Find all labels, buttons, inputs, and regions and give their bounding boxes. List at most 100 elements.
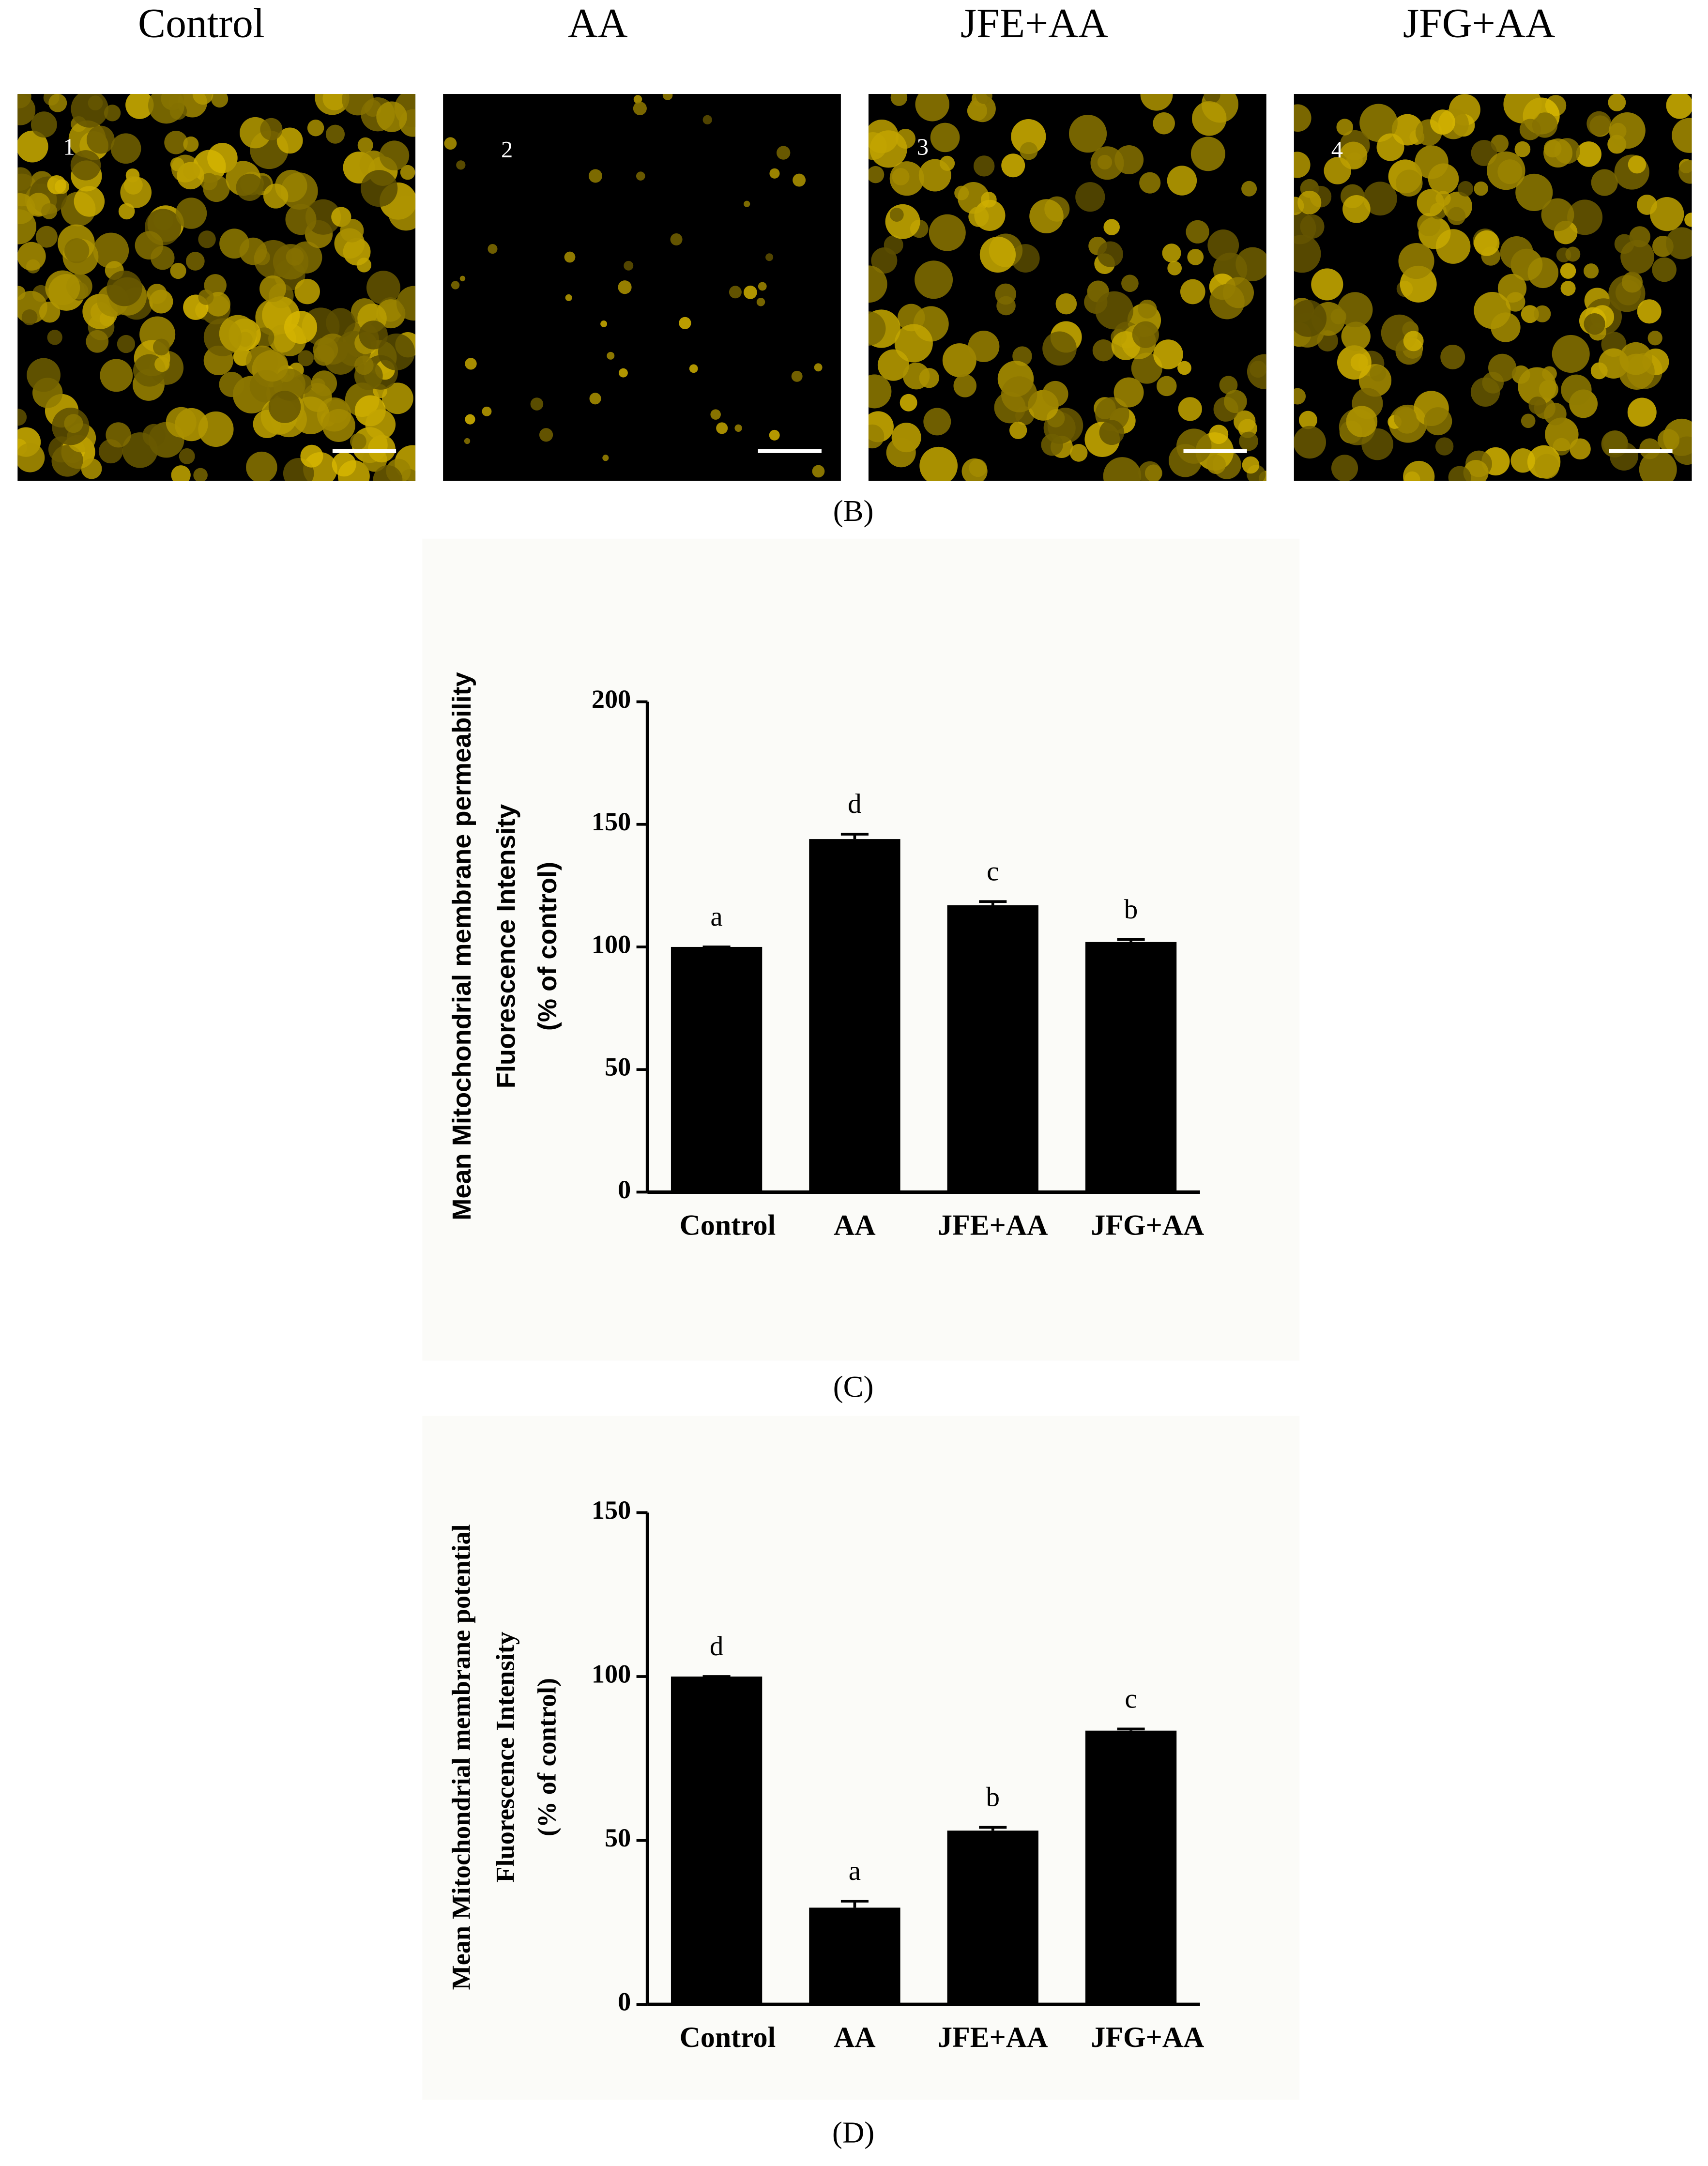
cell xyxy=(170,157,184,171)
cell xyxy=(539,428,553,442)
cell xyxy=(868,166,884,183)
cell xyxy=(1591,169,1618,196)
cell xyxy=(1336,119,1353,136)
cell xyxy=(482,406,492,416)
cell xyxy=(465,358,477,370)
cell xyxy=(898,304,925,332)
error-bar xyxy=(1117,1727,1145,1731)
cell xyxy=(1458,181,1474,197)
cell xyxy=(164,131,188,154)
y-tick-label: 150 xyxy=(592,807,631,836)
cell xyxy=(923,408,951,436)
cell xyxy=(1176,428,1212,464)
cell xyxy=(734,424,742,432)
bar xyxy=(1085,942,1177,1192)
cell xyxy=(256,350,289,382)
cell xyxy=(1560,263,1576,279)
cell xyxy=(619,368,628,378)
cell xyxy=(1534,454,1559,479)
cell xyxy=(315,94,350,115)
cells xyxy=(1294,94,1692,481)
cell xyxy=(1474,230,1500,256)
error-bar xyxy=(979,900,1007,905)
cell xyxy=(633,95,642,104)
cell xyxy=(175,198,207,229)
y-tick-label: 100 xyxy=(592,930,631,959)
cell xyxy=(41,203,58,219)
y-tick-label: 100 xyxy=(592,1659,631,1688)
cell xyxy=(100,359,133,392)
cell xyxy=(662,94,673,100)
cell xyxy=(1300,214,1325,239)
cell xyxy=(1177,361,1191,375)
cell xyxy=(979,236,1016,273)
cell xyxy=(973,155,995,177)
cell xyxy=(564,251,576,263)
cell xyxy=(930,122,960,153)
cell xyxy=(1139,172,1161,194)
bar xyxy=(1085,1730,1177,2005)
panel-label: (C) xyxy=(833,1370,874,1403)
y-tick-label: 50 xyxy=(605,1052,631,1082)
cell xyxy=(1491,312,1521,342)
cell xyxy=(185,252,205,271)
cell xyxy=(1435,191,1451,206)
cell xyxy=(624,260,634,271)
x-tick-label: JFG+AA xyxy=(1091,2021,1204,2053)
cell xyxy=(1297,190,1322,214)
cell xyxy=(192,94,214,105)
image-background xyxy=(443,94,841,481)
cell xyxy=(1672,118,1692,153)
cell xyxy=(968,331,1000,362)
cell xyxy=(791,370,803,382)
cell xyxy=(1565,246,1581,262)
cell xyxy=(814,363,823,372)
cell xyxy=(1209,425,1229,444)
cell xyxy=(325,124,345,144)
cell xyxy=(170,262,186,279)
cell xyxy=(276,127,303,154)
cell xyxy=(1092,339,1115,362)
cell xyxy=(366,271,400,305)
cell xyxy=(110,133,141,164)
cell xyxy=(1488,353,1517,382)
cell xyxy=(1424,407,1452,436)
panel-label: (B) xyxy=(833,494,874,528)
cell xyxy=(744,200,750,207)
cell xyxy=(1448,466,1471,481)
cell xyxy=(1001,376,1037,412)
bar xyxy=(809,839,900,1192)
cell xyxy=(1069,115,1107,153)
cell xyxy=(322,409,355,442)
cell xyxy=(1324,157,1351,184)
cell xyxy=(1545,417,1579,451)
cell xyxy=(193,468,208,481)
cell xyxy=(1487,151,1525,190)
cell xyxy=(1647,331,1662,346)
cell xyxy=(1521,305,1539,323)
significance-label: d xyxy=(848,789,862,819)
cell xyxy=(21,309,38,325)
cell xyxy=(236,173,263,201)
cell xyxy=(47,330,62,345)
image-number: 3 xyxy=(917,134,929,160)
cell xyxy=(17,94,36,125)
cell xyxy=(756,298,765,306)
cell xyxy=(1294,104,1312,132)
x-tick-label: AA xyxy=(834,2021,876,2053)
cell xyxy=(17,242,46,271)
cell xyxy=(285,204,317,235)
y-axis-label: (% of control) xyxy=(533,862,562,1031)
cell xyxy=(1560,281,1576,296)
cell xyxy=(117,335,136,353)
cell xyxy=(365,409,396,440)
cell xyxy=(1131,352,1162,384)
cell xyxy=(1153,339,1183,369)
cell xyxy=(45,270,80,305)
cell xyxy=(1020,142,1038,160)
cell xyxy=(1167,166,1197,196)
cell xyxy=(1298,411,1317,429)
cell xyxy=(118,203,135,220)
significance-label: b xyxy=(1124,894,1138,925)
